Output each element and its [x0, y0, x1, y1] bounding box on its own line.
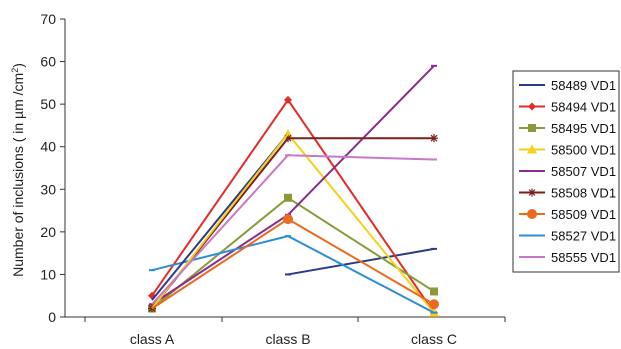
series-58527-vd1 — [149, 235, 437, 314]
series-group — [148, 64, 439, 317]
x-tick-labels: class A class B class C — [130, 331, 457, 347]
y-tick-label: 60 — [40, 54, 56, 70]
series-line — [287, 154, 435, 161]
legend-item: 58500 VD1 — [519, 143, 616, 158]
star-stroke — [430, 134, 438, 142]
legend-label: 58555 VD1 — [551, 250, 616, 265]
legend-item: 58508 VD1 — [519, 186, 616, 201]
legend-item: 58555 VD1 — [519, 250, 616, 265]
y-tick-label: 10 — [40, 266, 56, 282]
legend-label: 58509 VD1 — [551, 207, 616, 222]
star-stroke — [528, 189, 536, 196]
legend-item: 58509 VD1 — [519, 207, 616, 222]
x-tick-label: class A — [130, 331, 175, 347]
x-tick-label: class C — [411, 331, 457, 347]
data-point — [528, 102, 536, 111]
data-point — [284, 95, 292, 104]
legend-label: 58508 VD1 — [551, 186, 616, 201]
legend-label: 58489 VD1 — [551, 78, 616, 93]
legend-label: 58495 VD1 — [551, 121, 616, 136]
y-tick-label: 30 — [40, 181, 56, 197]
legend-item: 58489 VD1 — [519, 78, 616, 93]
star-stroke — [284, 134, 292, 142]
legend-item: 58507 VD1 — [519, 164, 616, 179]
y-tick-label: 50 — [40, 96, 56, 112]
chart-axes — [60, 18, 506, 322]
legend-item: 58527 VD1 — [519, 229, 616, 244]
legend: 58489 VD1 58494 VD1 58495 VD1 58500 VD1 5850… — [512, 70, 620, 273]
x-tick-label: class B — [265, 331, 310, 347]
series-segment — [151, 154, 289, 305]
y-tick-labels: 0 10 20 30 40 50 60 70 — [40, 11, 56, 325]
series-line — [287, 218, 435, 306]
legend-label: 58507 VD1 — [551, 164, 616, 179]
legend-label: 58527 VD1 — [551, 229, 616, 244]
y-tick-label: 40 — [40, 139, 56, 155]
legend-label: 58500 VD1 — [551, 143, 616, 158]
data-point — [284, 193, 292, 202]
series-58507-vd1 — [149, 64, 437, 306]
y-tick-label: 70 — [40, 11, 56, 27]
series-58509-vd1 — [283, 214, 439, 310]
series-segment — [151, 218, 289, 310]
series-line — [151, 137, 434, 310]
y-tick-label: 20 — [40, 224, 56, 240]
data-point — [528, 124, 536, 132]
series-58508-vd1 — [148, 134, 438, 313]
data-point — [527, 209, 537, 219]
data-point — [527, 144, 537, 154]
y-axis-label: Number of inclusions ( in µm /cm2) — [10, 63, 26, 277]
series-line — [287, 133, 435, 314]
series-line — [151, 65, 435, 306]
data-point — [429, 299, 439, 310]
legend-item: 58494 VD1 — [519, 100, 616, 115]
legend-item: 58495 VD1 — [519, 121, 616, 136]
data-point — [430, 287, 438, 296]
data-point — [528, 188, 536, 197]
y-tick-label: 0 — [48, 309, 56, 325]
legend-label: 58494 VD1 — [551, 100, 616, 115]
data-point — [430, 134, 438, 143]
